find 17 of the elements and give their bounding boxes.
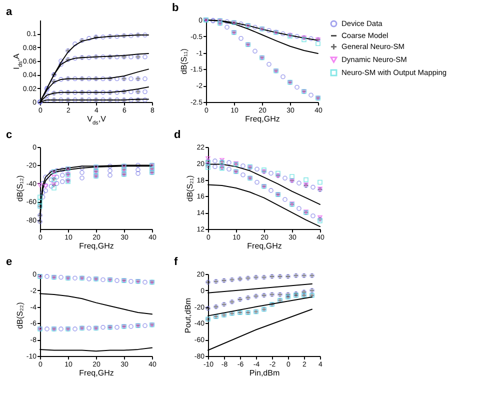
chart-title: f [174, 256, 178, 268]
x-axis-title: V$_{ds}$,V [87, 114, 107, 126]
y-axis-title: Pout,dBm [183, 298, 192, 334]
chart-title: d [174, 129, 181, 141]
x-axis-title: Freq,GHz [247, 242, 282, 250]
chart-title: b [172, 2, 179, 14]
chart-title: e [6, 256, 12, 268]
y-axis-title: dB(S₂₂) [15, 302, 24, 329]
y-axis-title: dB(S₂₁) [186, 175, 195, 202]
y-axis-title: dB(S₁₂) [15, 175, 24, 202]
chart-title: a [6, 6, 13, 18]
x-axis-title: Freq,GHz [79, 368, 114, 378]
chart-title: c [6, 129, 12, 141]
x-axis-title: Freq,GHz [79, 242, 114, 250]
x-axis-title: Pin,dBm [249, 368, 280, 378]
x-axis-title: Freq,GHz [245, 114, 280, 124]
y-axis-title: dB(S₁₁) [179, 48, 188, 74]
